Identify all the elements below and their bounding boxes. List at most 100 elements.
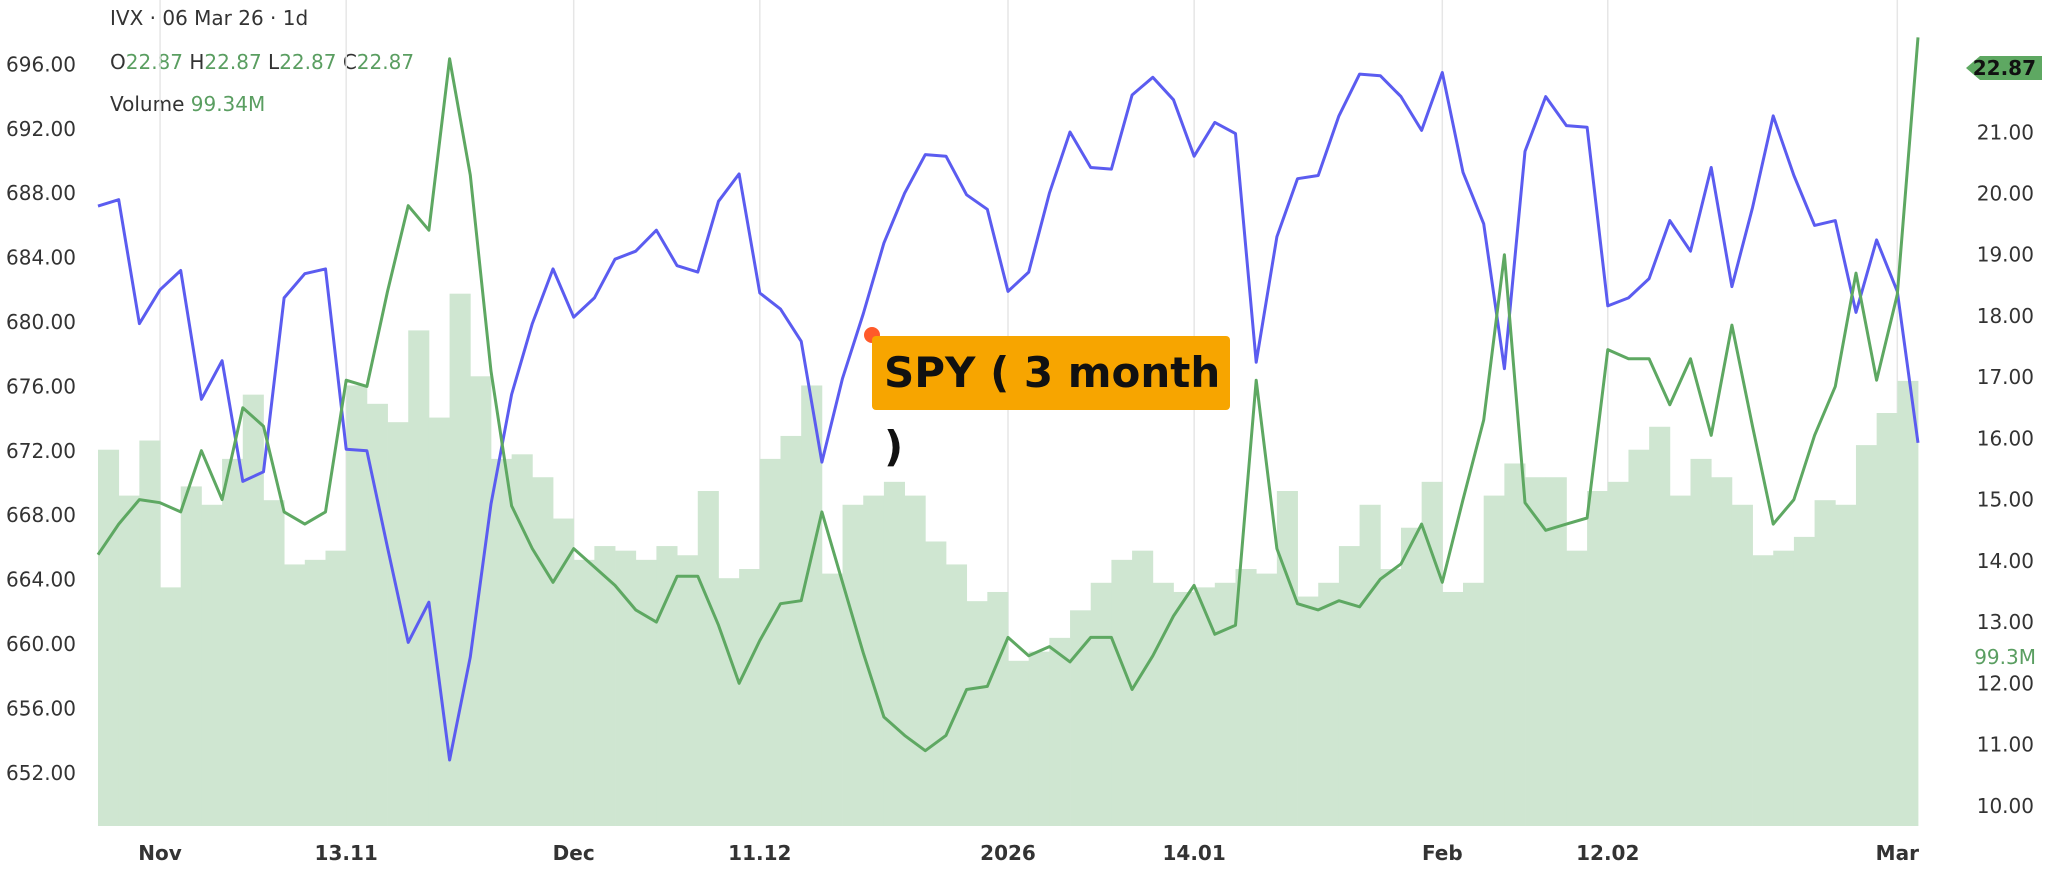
volume-bar bbox=[118, 495, 140, 826]
right-axis-ticks: 10.00 11.00 12.00 13.00 14.00 15.00 16.00 17.00… bbox=[1977, 59, 2034, 818]
last-price-badge bbox=[1966, 56, 2042, 80]
volume-bar bbox=[1690, 458, 1712, 826]
right-tick-label: 21.00 bbox=[1977, 120, 2034, 144]
volume-bar bbox=[449, 293, 471, 826]
right-tick-label: 13.00 bbox=[1977, 610, 2034, 634]
right-tick-label: 12.00 bbox=[1977, 671, 2034, 695]
volume-bar bbox=[325, 550, 347, 826]
volume-bar bbox=[759, 458, 781, 826]
left-tick-label: 660.00 bbox=[6, 632, 76, 656]
open-label: O bbox=[110, 50, 126, 74]
high-label: H bbox=[189, 50, 205, 74]
volume-bar bbox=[656, 546, 678, 826]
x-tick-label: 12.02 bbox=[1576, 841, 1639, 865]
volume-bar bbox=[1318, 582, 1340, 826]
volume-bar bbox=[573, 559, 595, 826]
left-tick-label: 688.00 bbox=[6, 181, 76, 205]
right-tick-label: 20.00 bbox=[1977, 181, 2034, 205]
low-value: 22.87 bbox=[279, 50, 337, 74]
volume-bar bbox=[635, 559, 657, 826]
volume-bar bbox=[945, 564, 968, 826]
volume-bar bbox=[863, 495, 885, 826]
ohlc-legend-panel bbox=[98, 0, 334, 160]
series-lines bbox=[96, 37, 1920, 762]
volume-bar bbox=[883, 481, 905, 826]
left-tick-label: 664.00 bbox=[6, 568, 76, 592]
volume-bar bbox=[387, 422, 409, 826]
volume-bar bbox=[1400, 527, 1423, 826]
volume-bar bbox=[98, 449, 120, 826]
volume-bar bbox=[1566, 550, 1588, 826]
volume-bar bbox=[1173, 591, 1195, 826]
left-tick-label: 676.00 bbox=[6, 374, 76, 398]
left-tick-label: 668.00 bbox=[6, 503, 76, 527]
ivx-series-line bbox=[96, 37, 1920, 753]
right-tick-label: 16.00 bbox=[1977, 426, 2034, 450]
volume-bar bbox=[1132, 550, 1154, 826]
volume-bar bbox=[346, 385, 368, 826]
volume-bar bbox=[470, 376, 492, 826]
x-tick-label: 14.01 bbox=[1163, 841, 1226, 865]
volume-bar bbox=[1483, 495, 1505, 826]
volume-bar bbox=[780, 435, 802, 826]
volume-bar bbox=[1669, 495, 1691, 826]
x-tick-label: Dec bbox=[553, 841, 595, 865]
volume-bar bbox=[1442, 591, 1464, 826]
volume-bar bbox=[1049, 637, 1071, 826]
volume-bar bbox=[222, 458, 244, 826]
right-badges: 22.87 99.3M bbox=[1966, 56, 2042, 669]
volume-bar bbox=[1276, 491, 1298, 826]
left-tick-label: 652.00 bbox=[6, 761, 76, 785]
volume-bar bbox=[408, 330, 430, 826]
volume-bar bbox=[1380, 569, 1402, 826]
ohlc-readout: O22.87 H22.87 L22.87 C22.87 bbox=[110, 50, 414, 74]
volume-bar bbox=[553, 518, 575, 826]
volume-bar bbox=[1028, 651, 1050, 826]
x-tick-label: Mar bbox=[1876, 841, 1919, 865]
right-tick-label: 10.00 bbox=[1977, 794, 2034, 818]
open-value: 22.87 bbox=[125, 50, 184, 74]
volume-bar bbox=[1111, 559, 1133, 826]
close-value: 22.87 bbox=[356, 50, 415, 74]
left-axis-ticks: 652.00 656.00 660.00 664.00 668.00 672.00 676.… bbox=[6, 52, 76, 784]
volume-bar bbox=[987, 591, 1009, 826]
volume-bar bbox=[532, 477, 554, 826]
volume-value: 99.34M bbox=[190, 92, 266, 116]
volume-bar bbox=[1628, 449, 1650, 826]
volume-bar bbox=[801, 385, 823, 826]
volume-bar bbox=[1256, 573, 1278, 826]
volume-bar bbox=[966, 601, 988, 826]
volume-bar bbox=[594, 546, 616, 826]
volume-bar bbox=[1607, 481, 1629, 826]
volume-bar bbox=[1752, 555, 1774, 826]
volume-bar bbox=[304, 559, 326, 826]
volume-bar bbox=[1525, 477, 1547, 826]
volume-bar bbox=[1297, 596, 1319, 826]
volume-bar bbox=[1194, 587, 1216, 826]
volume-readout: Volume 99.34M bbox=[110, 92, 265, 116]
volume-label: Volume bbox=[110, 92, 185, 116]
right-tick-label: 18.00 bbox=[1977, 304, 2034, 328]
x-axis-ticks: Nov 13.11 Dec 11.12 2026 14.01 Feb 12.02 Mar bbox=[138, 841, 1919, 865]
volume-bar bbox=[677, 555, 699, 826]
volume-bar bbox=[1008, 660, 1030, 826]
volume-bar bbox=[490, 458, 513, 826]
volume-bar bbox=[739, 569, 761, 826]
volume-bar bbox=[139, 440, 161, 826]
volume-bar bbox=[1587, 491, 1609, 826]
left-tick-label: 672.00 bbox=[6, 439, 76, 463]
last-price-badge-text: 22.87 bbox=[1973, 56, 2036, 80]
volume-bar bbox=[925, 541, 947, 826]
x-tick-label: 13.11 bbox=[315, 841, 378, 865]
spy-series-line bbox=[97, 71, 1920, 762]
volume-bar bbox=[842, 504, 864, 826]
high-value: 22.87 bbox=[204, 50, 262, 74]
volume-bar bbox=[284, 564, 306, 826]
volume-badge-text: 99.3M bbox=[1974, 645, 2036, 669]
volume-bar bbox=[1814, 500, 1836, 826]
left-tick-label: 696.00 bbox=[6, 52, 76, 76]
volume-bar bbox=[1338, 546, 1360, 826]
left-tick-label: 656.00 bbox=[6, 696, 76, 720]
volume-bar bbox=[1897, 380, 1919, 826]
